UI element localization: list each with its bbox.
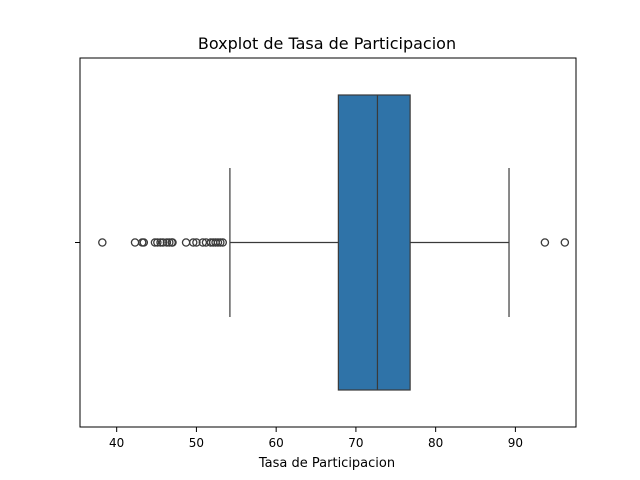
outlier-point xyxy=(213,238,223,247)
x-tick-label: 90 xyxy=(508,436,523,450)
outlier-point xyxy=(158,238,168,247)
outlier-point xyxy=(162,238,172,247)
outlier-point xyxy=(153,238,162,247)
outlier-point xyxy=(540,238,550,247)
outlier-point xyxy=(168,238,177,247)
outlier-point xyxy=(218,238,227,247)
x-tick-label: 50 xyxy=(189,436,204,450)
x-tick-label: 70 xyxy=(348,436,363,450)
outlier-point xyxy=(98,238,107,247)
boxplot-marks xyxy=(98,94,570,391)
x-tick-label: 80 xyxy=(428,436,443,450)
outlier-point xyxy=(192,238,201,247)
x-tick-label: 60 xyxy=(269,436,284,450)
x-axis-label: Tasa de Participacion xyxy=(258,456,395,471)
chart-title: Boxplot de Tasa de Participacion xyxy=(198,34,456,53)
outlier-point xyxy=(156,238,165,247)
iqr-box xyxy=(337,94,411,391)
outlier-point xyxy=(198,238,208,247)
outlier-point xyxy=(181,238,191,247)
outlier-point xyxy=(130,238,140,247)
outlier-point xyxy=(165,238,174,247)
outlier-point xyxy=(560,238,570,247)
x-tick-label: 40 xyxy=(109,436,124,450)
outlier-point xyxy=(139,238,149,247)
outlier-point xyxy=(188,238,198,247)
outlier-point xyxy=(150,238,160,247)
x-axis: 40 50 60 70 80 90 xyxy=(109,427,523,450)
outlier-point xyxy=(216,238,225,247)
